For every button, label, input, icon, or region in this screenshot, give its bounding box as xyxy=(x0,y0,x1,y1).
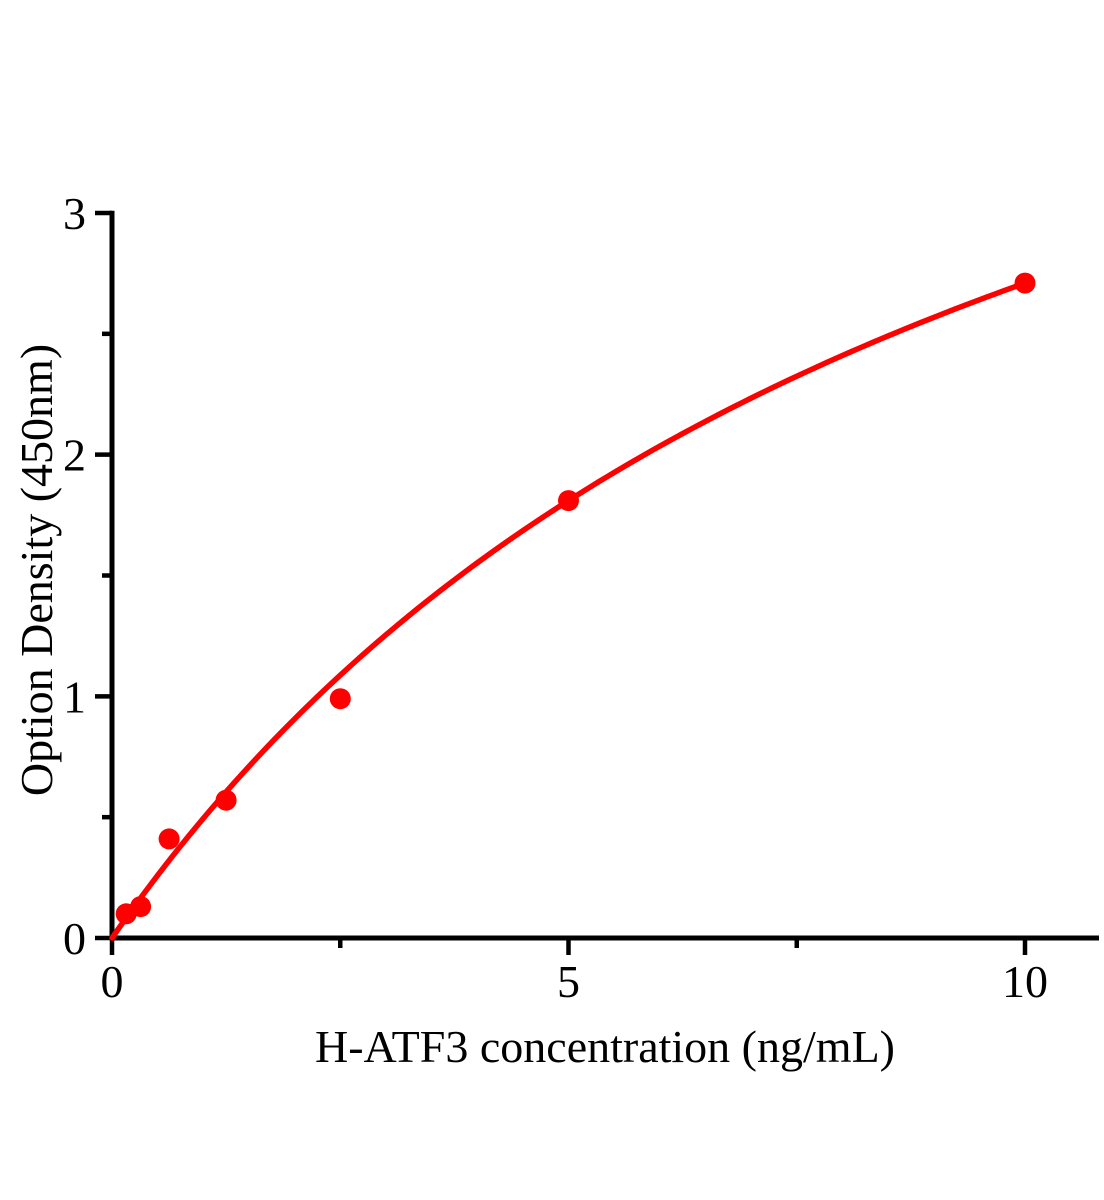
x-axis-title: H-ATF3 concentration (ng/mL) xyxy=(315,1021,895,1072)
x-tick-label: 10 xyxy=(1002,956,1048,1007)
data-point xyxy=(558,490,579,512)
axes-layer: 0 5 10 0 1 2 3 xyxy=(63,188,1099,1007)
y-tick-label: 3 xyxy=(63,188,86,239)
y-tick-label: 0 xyxy=(63,913,86,964)
y-tick-label: 2 xyxy=(63,430,86,481)
data-point xyxy=(215,789,237,811)
x-tick-label: 5 xyxy=(557,956,580,1007)
data-point xyxy=(329,688,351,710)
data-point xyxy=(1014,272,1036,294)
fit-curve xyxy=(109,280,1028,941)
data-layer xyxy=(109,272,1036,941)
y-axis-title: Option Density (450nm) xyxy=(11,344,62,796)
data-point xyxy=(158,828,180,850)
x-tick-label: 0 xyxy=(101,956,124,1007)
y-tick-label: 1 xyxy=(63,671,86,722)
data-point xyxy=(130,896,152,918)
